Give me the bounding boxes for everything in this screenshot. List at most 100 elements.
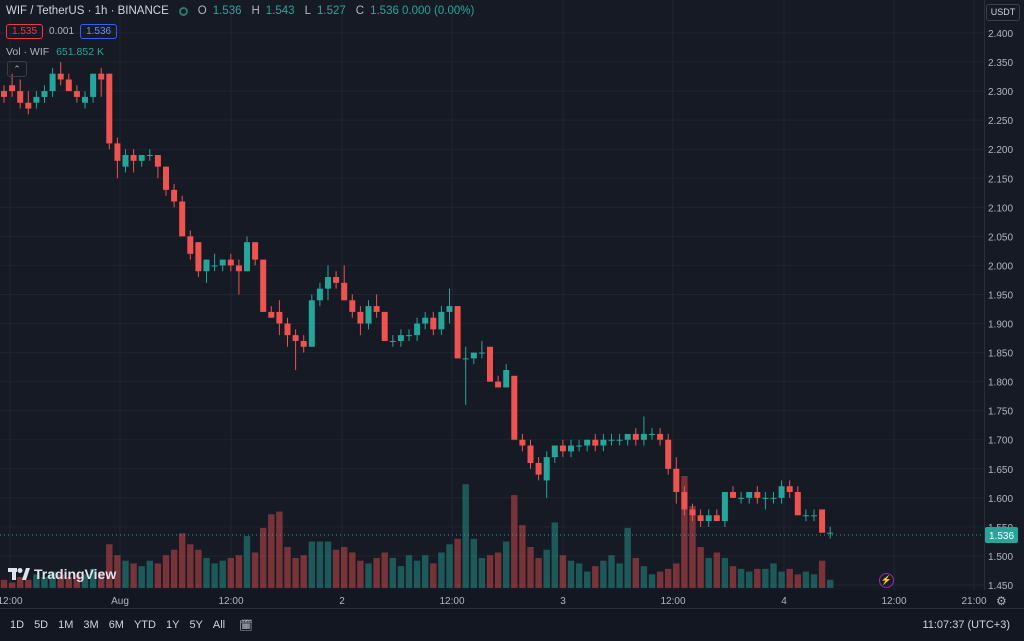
candle-body — [235, 265, 242, 272]
volume-bar — [341, 547, 348, 588]
candle-body — [33, 96, 40, 103]
sell-price-button[interactable]: 1.535 — [6, 24, 44, 39]
candle-body — [163, 166, 169, 190]
last-price-label: 1.536 — [989, 531, 1014, 542]
gear-icon[interactable]: ⚙ — [996, 594, 1007, 608]
volume-bar — [827, 579, 834, 588]
legend-high-value: 1.543 — [265, 5, 295, 17]
candle-body — [98, 73, 105, 80]
volume-bar — [430, 563, 437, 588]
price-axis[interactable] — [984, 0, 1024, 590]
volume-bar — [632, 557, 639, 588]
volume-bar — [292, 557, 299, 588]
candle-body — [187, 236, 194, 254]
volume-bar — [721, 557, 729, 588]
candle-body — [1, 91, 7, 97]
candle-body — [616, 439, 623, 441]
buy-price-button[interactable]: 1.536 — [80, 24, 118, 39]
volume-bar — [154, 563, 162, 588]
timeframe-1d[interactable]: 1D — [10, 619, 25, 631]
timeframe-5y[interactable]: 5Y — [189, 619, 203, 631]
candle-body — [665, 439, 672, 469]
candle-body — [292, 335, 299, 341]
volume-bar — [810, 574, 818, 588]
volume-bar — [170, 549, 178, 588]
tradingview-logo: TradingView — [8, 566, 116, 582]
x-tick-label: 3 — [560, 596, 566, 607]
volume-bar — [543, 549, 550, 588]
volume-bar — [486, 555, 494, 588]
candle-body — [738, 497, 745, 499]
timeframe-all[interactable]: All — [212, 619, 226, 631]
y-tick-label: 2.400 — [988, 29, 1013, 40]
clock[interactable]: 11:07:37 (UTC+3) — [922, 619, 1010, 631]
volume-bar — [422, 555, 429, 588]
candle-body — [576, 445, 583, 447]
candle-body — [406, 335, 412, 337]
candle-body — [551, 445, 558, 458]
calendar-icon[interactable]: 🗓 — [239, 619, 254, 632]
timeframe-ytd[interactable]: YTD — [133, 619, 156, 631]
volume-bar — [673, 563, 680, 588]
timeframe-6m[interactable]: 6M — [108, 619, 124, 631]
collapse-legend-button[interactable]: ⌃ — [7, 61, 27, 77]
candlestick-chart[interactable]: 2.400 2.350 2.300 2.250 2.200 2.150 2.100 2.050… — [0, 0, 1024, 608]
candle-body — [9, 85, 16, 92]
volume-bar — [600, 560, 607, 588]
y-tick-label: 1.700 — [988, 436, 1013, 447]
candle-body — [649, 433, 655, 435]
symbol-title[interactable]: WIF / TetherUS · 1h · BINANCE — [6, 5, 169, 17]
volume-bar — [818, 560, 826, 588]
volume-bar — [187, 544, 194, 588]
volume-bar — [243, 536, 251, 588]
chart-area[interactable] — [0, 0, 984, 590]
candle-body — [438, 311, 445, 330]
candle-body — [268, 311, 275, 318]
volume-label[interactable]: Vol · WIF — [6, 46, 50, 58]
candle-body — [341, 282, 348, 301]
candle-body — [632, 433, 639, 440]
x-tick-label: 12:00 — [660, 596, 685, 607]
volume-bar — [324, 541, 332, 588]
candle-body — [592, 439, 599, 446]
volume-bar — [567, 560, 575, 588]
volume-bar — [89, 568, 97, 588]
volume-bar — [284, 547, 291, 588]
bottom-toolbar: 1D 5D 1M 3M 6M YTD 1Y 5Y All 🗓 11:07:37 (UTC+3) — [0, 608, 1024, 641]
candle-body — [543, 457, 550, 481]
candle-body — [276, 311, 283, 324]
volume-bar — [81, 574, 89, 588]
candle-body — [49, 73, 56, 92]
candle-body — [559, 445, 566, 452]
volume-bar — [114, 555, 121, 588]
volume-bar — [559, 555, 567, 588]
candle-body — [203, 259, 210, 272]
timeframe-1y[interactable]: 1Y — [165, 619, 180, 631]
candle-body — [138, 155, 145, 161]
x-tick-label: 12:00 — [439, 596, 464, 607]
currency-button[interactable]: USDT — [986, 4, 1020, 21]
y-tick-label: 1.450 — [988, 581, 1013, 592]
timeframe-3m[interactable]: 3M — [83, 619, 99, 631]
candle-body — [146, 155, 153, 157]
volume-bar — [41, 577, 48, 588]
candle-body — [381, 311, 388, 341]
x-tick-label: 12:00 — [881, 596, 906, 607]
candle-body — [689, 509, 696, 516]
timeframe-1m[interactable]: 1M — [58, 619, 74, 631]
legend-close-value: 1.536 0.000 (0.00%) — [370, 5, 475, 17]
candle-body — [503, 370, 510, 388]
candle-body — [106, 73, 113, 144]
volume-bar — [332, 549, 340, 588]
volume-bar — [57, 574, 64, 588]
candle-body — [762, 497, 769, 499]
y-tick-label: 1.800 — [988, 378, 1013, 389]
candle-body — [608, 439, 615, 441]
lightning-icon[interactable]: ⚡ — [879, 573, 894, 588]
candle-body — [681, 492, 688, 510]
volume-bar — [584, 571, 591, 588]
timeframe-5d[interactable]: 5D — [34, 619, 49, 631]
candle-body — [430, 317, 437, 330]
candle-body — [219, 259, 226, 266]
volume-bar — [373, 557, 380, 588]
